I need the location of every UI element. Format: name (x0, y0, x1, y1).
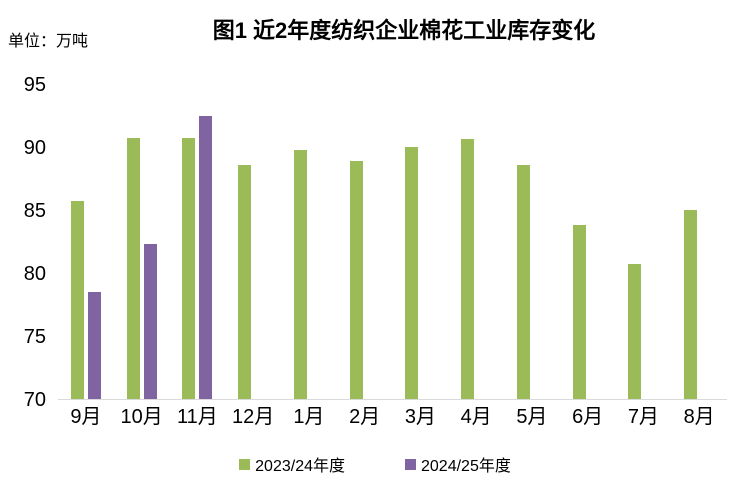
x-tick-label: 1月 (293, 406, 325, 428)
chart-title: 图1 近2年度纺织企业棉花工业库存变化 (212, 18, 596, 43)
x-tick-label: 8月 (683, 406, 715, 428)
x-tick-label: 4月 (460, 406, 492, 428)
x-tick-label: 12月 (232, 406, 275, 428)
x-tick-label: 7月 (627, 406, 659, 428)
x-tick-label: 6月 (572, 406, 604, 428)
legend-label: 2023/24年度 (255, 458, 345, 475)
bar-group-3月 (393, 85, 449, 399)
bar-series0-12月 (238, 164, 252, 399)
bar-series0-6月 (572, 225, 586, 399)
bar-group-7月 (616, 85, 672, 399)
legend-swatch-icon (239, 458, 251, 470)
bar-series1-10月 (143, 244, 157, 399)
bar-series0-5月 (516, 164, 530, 399)
bar-group-1月 (281, 85, 337, 399)
y-tick-label: 70 (23, 389, 46, 411)
bar-group-4月 (448, 85, 504, 399)
x-axis: 9月 10月 11月 12月 1月 2月 3月 4月 5月 6月 7月 8月 (58, 404, 727, 430)
bar-series0-1月 (293, 149, 307, 399)
bar-group-5月 (504, 85, 560, 399)
bar-series0-9月 (70, 201, 84, 399)
legend-swatch-icon (405, 458, 416, 470)
y-tick-label: 95 (23, 74, 46, 96)
y-tick-label: 75 (23, 326, 46, 348)
bar-group-6月 (560, 85, 616, 399)
bar-series0-10月 (126, 138, 140, 399)
bar-series0-7月 (628, 264, 642, 399)
bar-group-12月 (225, 85, 281, 399)
bar-series0-11月 (182, 138, 196, 399)
bar-series0-2月 (349, 160, 363, 399)
bar-group-2月 (337, 85, 393, 399)
x-tick-label: 10月 (120, 406, 163, 428)
y-axis: 70 75 80 85 90 95 (0, 75, 46, 410)
x-tick-label: 5月 (516, 406, 548, 428)
y-tick-label: 90 (23, 137, 46, 159)
bar-group-9月 (58, 85, 114, 399)
legend-item-series1: 2024/25年度 (405, 452, 511, 476)
legend-item-series0: 2023/24年度 (239, 452, 345, 476)
y-tick-label: 80 (23, 263, 46, 285)
bar-series1-9月 (87, 291, 101, 399)
bar-series0-8月 (684, 210, 698, 399)
y-tick-label: 85 (23, 200, 46, 222)
unit-label: 单位：万吨 (8, 33, 89, 50)
x-tick-label: 9月 (70, 406, 102, 428)
plot-area (58, 85, 727, 400)
bar-group-8月 (671, 85, 727, 399)
legend: 2023/24年度 2024/25年度 (0, 452, 750, 476)
legend-label: 2024/25年度 (421, 458, 511, 475)
bar-group-10月 (114, 85, 170, 399)
x-tick-label: 11月 (176, 406, 218, 428)
bar-series1-11月 (199, 115, 213, 399)
x-tick-label: 2月 (349, 406, 381, 428)
bar-series0-3月 (405, 147, 419, 399)
bar-group-11月 (170, 85, 226, 399)
bar-series0-4月 (461, 139, 475, 399)
x-tick-label: 3月 (404, 406, 436, 428)
